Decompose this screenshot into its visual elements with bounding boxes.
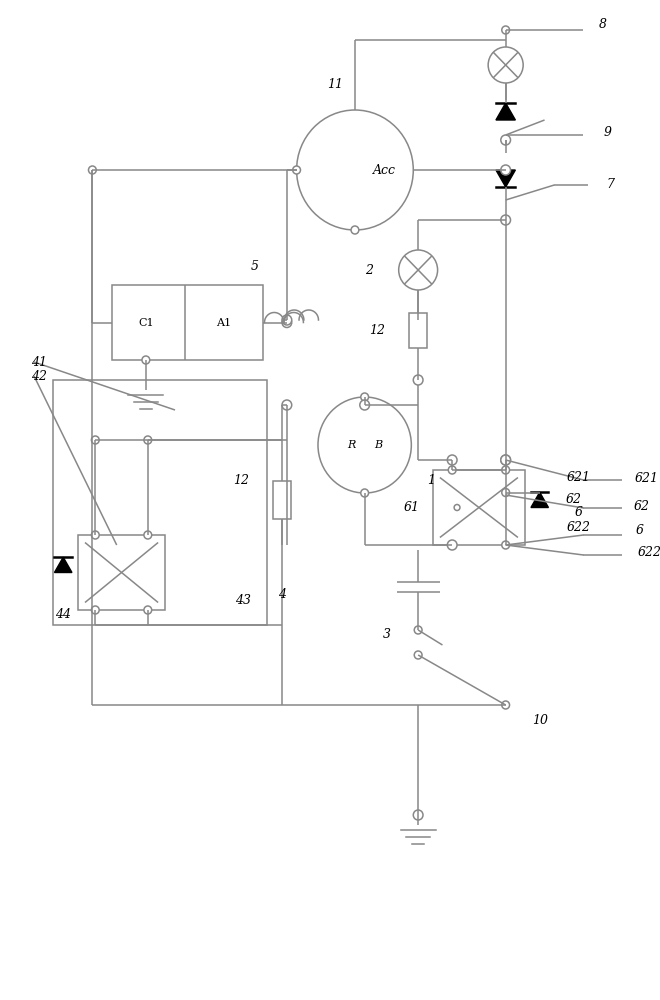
- Text: 621: 621: [635, 472, 659, 485]
- Circle shape: [448, 541, 456, 549]
- Polygon shape: [55, 557, 72, 572]
- Circle shape: [502, 466, 510, 474]
- Circle shape: [361, 489, 368, 497]
- Text: 12: 12: [370, 324, 385, 336]
- Circle shape: [413, 810, 423, 820]
- Text: 3: 3: [383, 629, 391, 642]
- Circle shape: [144, 606, 152, 614]
- Circle shape: [91, 531, 99, 539]
- Text: 621: 621: [566, 471, 591, 484]
- Text: 1: 1: [427, 474, 435, 487]
- Circle shape: [454, 504, 460, 510]
- Circle shape: [414, 626, 422, 634]
- Circle shape: [282, 318, 292, 328]
- Circle shape: [414, 651, 422, 659]
- Text: 61: 61: [403, 501, 419, 514]
- Circle shape: [360, 400, 370, 410]
- Circle shape: [144, 436, 152, 444]
- Circle shape: [91, 436, 99, 444]
- Text: 62: 62: [634, 499, 650, 512]
- Bar: [78, 535, 165, 610]
- Circle shape: [142, 356, 150, 364]
- Bar: [433, 470, 525, 545]
- Circle shape: [502, 488, 510, 496]
- Bar: [53, 380, 267, 625]
- Text: 6: 6: [575, 506, 583, 519]
- Text: 7: 7: [607, 178, 614, 192]
- Text: 62: 62: [566, 493, 581, 506]
- Circle shape: [351, 226, 359, 234]
- Circle shape: [448, 466, 456, 474]
- Circle shape: [502, 26, 510, 34]
- Text: Acc: Acc: [373, 163, 395, 176]
- Circle shape: [447, 455, 457, 465]
- Text: 622: 622: [638, 546, 660, 560]
- Text: 9: 9: [604, 126, 612, 139]
- Text: 43: 43: [235, 593, 251, 606]
- Bar: [409, 312, 427, 348]
- Circle shape: [144, 531, 152, 539]
- Text: 5: 5: [251, 260, 259, 273]
- Text: 2: 2: [366, 263, 374, 276]
- Text: A1: A1: [216, 318, 231, 328]
- Text: 10: 10: [532, 714, 548, 726]
- Circle shape: [282, 400, 292, 410]
- Bar: [273, 481, 291, 519]
- Circle shape: [501, 455, 511, 465]
- Text: 41: 41: [31, 356, 47, 368]
- Circle shape: [413, 375, 423, 385]
- Circle shape: [88, 166, 96, 174]
- Circle shape: [502, 541, 510, 549]
- Polygon shape: [496, 103, 515, 120]
- Text: R: R: [347, 440, 355, 450]
- Text: 11: 11: [327, 79, 343, 92]
- Circle shape: [447, 540, 457, 550]
- Circle shape: [501, 215, 511, 225]
- Circle shape: [501, 135, 511, 145]
- Polygon shape: [496, 170, 515, 187]
- Text: 6: 6: [636, 524, 644, 536]
- Text: 8: 8: [599, 18, 607, 31]
- Text: B: B: [374, 440, 382, 450]
- Text: 12: 12: [233, 474, 249, 487]
- Circle shape: [502, 701, 510, 709]
- Text: 622: 622: [566, 521, 591, 534]
- Text: 4: 4: [278, 588, 286, 601]
- Circle shape: [91, 606, 99, 614]
- Text: 42: 42: [31, 369, 47, 382]
- Circle shape: [501, 455, 511, 465]
- Text: C1: C1: [138, 318, 154, 328]
- Circle shape: [292, 166, 300, 174]
- Circle shape: [361, 393, 368, 401]
- Polygon shape: [531, 492, 548, 508]
- Circle shape: [282, 315, 292, 325]
- Circle shape: [501, 165, 511, 175]
- Bar: [112, 285, 263, 360]
- Text: 44: 44: [55, 608, 71, 621]
